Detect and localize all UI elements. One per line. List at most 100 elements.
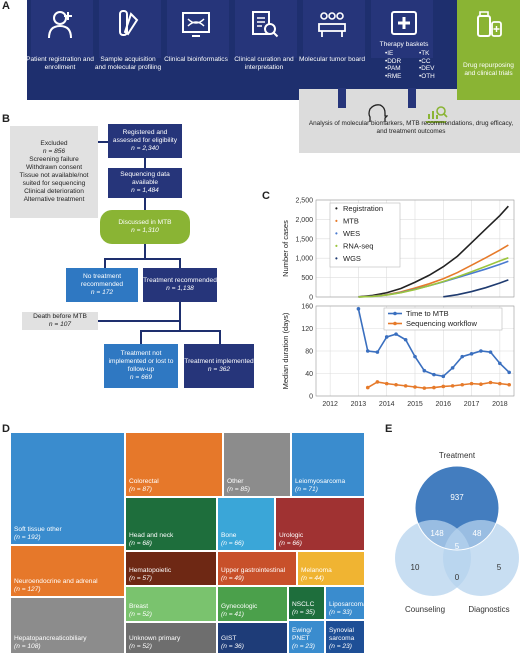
tile-count: (n = 49)	[221, 575, 244, 582]
tile-label: Soft tissue other	[14, 526, 62, 533]
legend-swatch: •	[335, 242, 338, 251]
registered-count: n = 2,340	[131, 145, 159, 152]
patient-icon	[48, 11, 72, 39]
basket-tk: •TK	[419, 50, 430, 57]
sequencing-title: Sequencing data available	[120, 171, 170, 186]
data-point	[413, 354, 417, 359]
treemap-tile: GIST (n = 36)	[217, 622, 288, 654]
tile-label: GIST	[221, 635, 237, 642]
treemap-tile: Urologic (n = 66)	[275, 497, 365, 551]
registered-title: Registered and assessed for eligibility	[112, 129, 178, 144]
microscope-chart-icon	[426, 106, 448, 123]
tile-count: (n = 36)	[221, 643, 244, 650]
excluded-box: Excluded n = 856 Screening failure Withd…	[10, 126, 98, 218]
tile-label: Gynecologic	[221, 603, 258, 610]
medical-cross-icon	[391, 11, 417, 35]
counseling-only-count: 10	[411, 563, 420, 572]
treemap-tile: Unknown primary (n = 52)	[125, 622, 217, 654]
counseling-label: Counseling	[405, 605, 445, 614]
tile-count: (n = 41)	[221, 611, 244, 618]
connector	[104, 258, 180, 260]
basket-cc: •CC	[419, 57, 431, 65]
connector	[144, 244, 146, 258]
excluded-reason: Screening failure	[29, 156, 79, 163]
counseling-diagnostics-count: 0	[455, 573, 460, 582]
data-point	[450, 384, 455, 388]
data-point	[365, 385, 370, 390]
excluded-reason: Tissue not available/not suited for sequ…	[19, 172, 89, 187]
series-line	[358, 257, 509, 298]
y-tick-label: 40	[305, 371, 313, 378]
document-search-icon	[252, 11, 279, 38]
meeting-icon	[318, 12, 346, 37]
series-line	[367, 381, 510, 389]
step-label: Therapy baskets	[379, 41, 429, 48]
tile-count: (n = 66)	[221, 540, 244, 547]
workflow-step-7: Drug repurposing and clinical trials	[457, 0, 520, 100]
chart-legend: • Registration • MTB • WES • RNA-seq • WGS	[329, 202, 401, 268]
x-tick-label: 2016	[435, 401, 451, 408]
sample-tube-icon	[119, 10, 139, 36]
legend-swatch-dot	[393, 321, 397, 326]
connector	[98, 141, 108, 143]
treemap-tile: Hematopoietic (n = 57)	[125, 551, 217, 586]
treatment-title: Treatment recommended	[143, 277, 217, 284]
data-point	[375, 350, 380, 354]
treemap-tile: Other (n = 85)	[223, 432, 291, 497]
tile-count: (n = 71)	[295, 486, 318, 493]
treemap-tile: Breast (n = 52)	[125, 586, 217, 622]
death-title: Death before MTB	[33, 313, 87, 320]
data-point	[413, 385, 417, 389]
data-point	[384, 335, 389, 339]
tumor-type-treemap: Soft tissue other (n = 192) Colorectal (n =…	[10, 432, 365, 654]
workflow-step-bg	[99, 0, 161, 58]
treemap-tile: NSCLC (n = 35)	[288, 586, 325, 620]
step-label: Patient registration and enrollment	[26, 56, 94, 71]
excluded-reason: Clinical deterioration	[24, 188, 84, 195]
workflow-step-bg	[303, 0, 365, 58]
sequencing-count: n = 1,484	[131, 187, 159, 194]
data-point	[432, 385, 436, 390]
death-box: Death before MTB n = 107	[22, 312, 98, 330]
y-tick-label: 1,500	[295, 236, 313, 243]
data-point	[460, 382, 465, 387]
tile-count: (n = 23)	[329, 643, 352, 650]
treemap-tile: Ewing/ PNET (n = 23)	[288, 620, 325, 654]
data-point	[422, 386, 427, 390]
treatment-count: n = 1,138	[166, 285, 194, 292]
all-three-count: 5	[455, 542, 460, 551]
data-point	[469, 381, 474, 386]
drug-bottle-icon	[477, 11, 502, 37]
panel-c-charts: 0 500 1,000 1,500 2,000 2,500 Number of cases •…	[281, 198, 515, 408]
x-tick-label: 2018	[492, 401, 508, 408]
tile-label: Ewing/ PNET	[292, 627, 312, 642]
basket-list: •IE •TK •DDR •CC •PAM •DEV •RME •OTH	[385, 50, 455, 80]
tile-label: Head and neck	[129, 532, 174, 539]
panel-a-label: A	[2, 0, 10, 12]
tile-label: Liposarcoma	[329, 601, 365, 608]
connector	[179, 258, 181, 268]
data-point	[507, 370, 511, 375]
not-implemented-title: Treatment not implemented or lost to fol…	[108, 350, 174, 373]
data-point	[488, 350, 493, 354]
implemented-title: Treatment implemented	[184, 358, 254, 365]
treatment-counseling-count: 148	[430, 529, 444, 538]
tile-count: (n = 35)	[292, 609, 315, 616]
legend-swatch: •	[335, 204, 338, 213]
data-point	[356, 307, 361, 311]
implemented-box: Treatment implemented n = 362	[184, 344, 254, 388]
tile-count: (n = 33)	[329, 609, 352, 616]
no-treatment-title: No treatment recommended	[80, 273, 124, 288]
tile-label: Upper gastrointestinal	[221, 567, 286, 574]
data-point	[488, 380, 493, 385]
basket-dev: •DEV	[419, 65, 435, 73]
legend-swatch: •	[335, 229, 338, 238]
panel-c-label: C	[262, 190, 270, 202]
treemap-tile: Bone (n = 66)	[217, 497, 275, 551]
panel-e-label: E	[385, 423, 393, 435]
data-point	[375, 380, 380, 384]
tile-label: Synovial sarcoma	[329, 627, 355, 642]
legend-box	[329, 202, 401, 268]
analysis-caption: Analysis of molecular biomarkers, MTB re…	[308, 120, 514, 135]
connector	[144, 158, 146, 168]
